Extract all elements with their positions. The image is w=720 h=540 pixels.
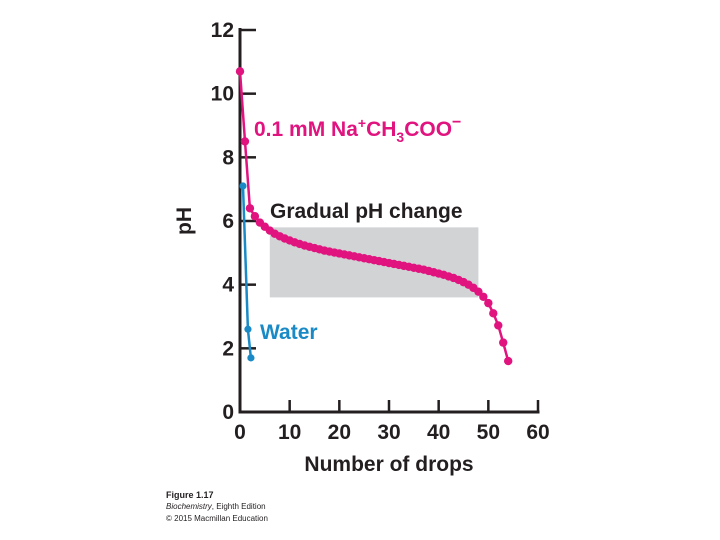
x-tick-label: 20 [328, 421, 351, 444]
data-point [250, 212, 260, 221]
x-tick-label: 0 [234, 421, 246, 444]
x-tick-label: 30 [377, 421, 400, 444]
data-point [244, 325, 252, 333]
y-tick-label: 0 [222, 401, 234, 424]
data-point [494, 321, 503, 330]
y-tick-label: 8 [222, 146, 234, 169]
series-label-buffer: 0.1 mM Na+CH3COO− [254, 114, 461, 145]
data-point [499, 338, 508, 347]
x-tick-label: 10 [278, 421, 301, 444]
y-tick-label: 2 [222, 337, 234, 360]
x-axis-title: Number of drops [304, 453, 473, 476]
copyright-line: © 2015 Macmillan Education [166, 514, 268, 523]
series-points [235, 67, 513, 366]
data-point [239, 182, 247, 190]
book-edition: , Eighth Edition [211, 502, 266, 511]
data-point [235, 67, 245, 76]
annotation-gradual-ph-change: Gradual pH change [270, 200, 463, 223]
data-point [245, 204, 255, 213]
x-tick-label: 60 [526, 421, 549, 444]
y-tick-label: 12 [211, 19, 234, 42]
y-axis-title: pH [173, 207, 196, 235]
series-label-water: Water [260, 321, 318, 344]
data-point [484, 298, 493, 308]
figure-number: Figure 1.17 [166, 490, 214, 500]
chart-axes: 0 2 4 6 8 10 12 0 10 20 30 40 50 60 [211, 19, 550, 444]
data-point [247, 354, 255, 362]
data-point [479, 292, 488, 301]
book-title: Biochemistry [166, 502, 212, 511]
data-point [489, 309, 498, 318]
x-tick-label: 50 [477, 421, 500, 444]
book-citation: Biochemistry, Eighth Edition [166, 501, 268, 513]
y-tick-label: 4 [222, 274, 234, 297]
data-point [504, 356, 513, 366]
data-point [240, 137, 250, 146]
y-tick-label: 6 [222, 210, 234, 233]
y-tick-label: 10 [211, 83, 234, 106]
figure-caption: Figure 1.17 Biochemistry, Eighth Edition… [166, 489, 268, 525]
x-tick-label: 40 [427, 421, 450, 444]
